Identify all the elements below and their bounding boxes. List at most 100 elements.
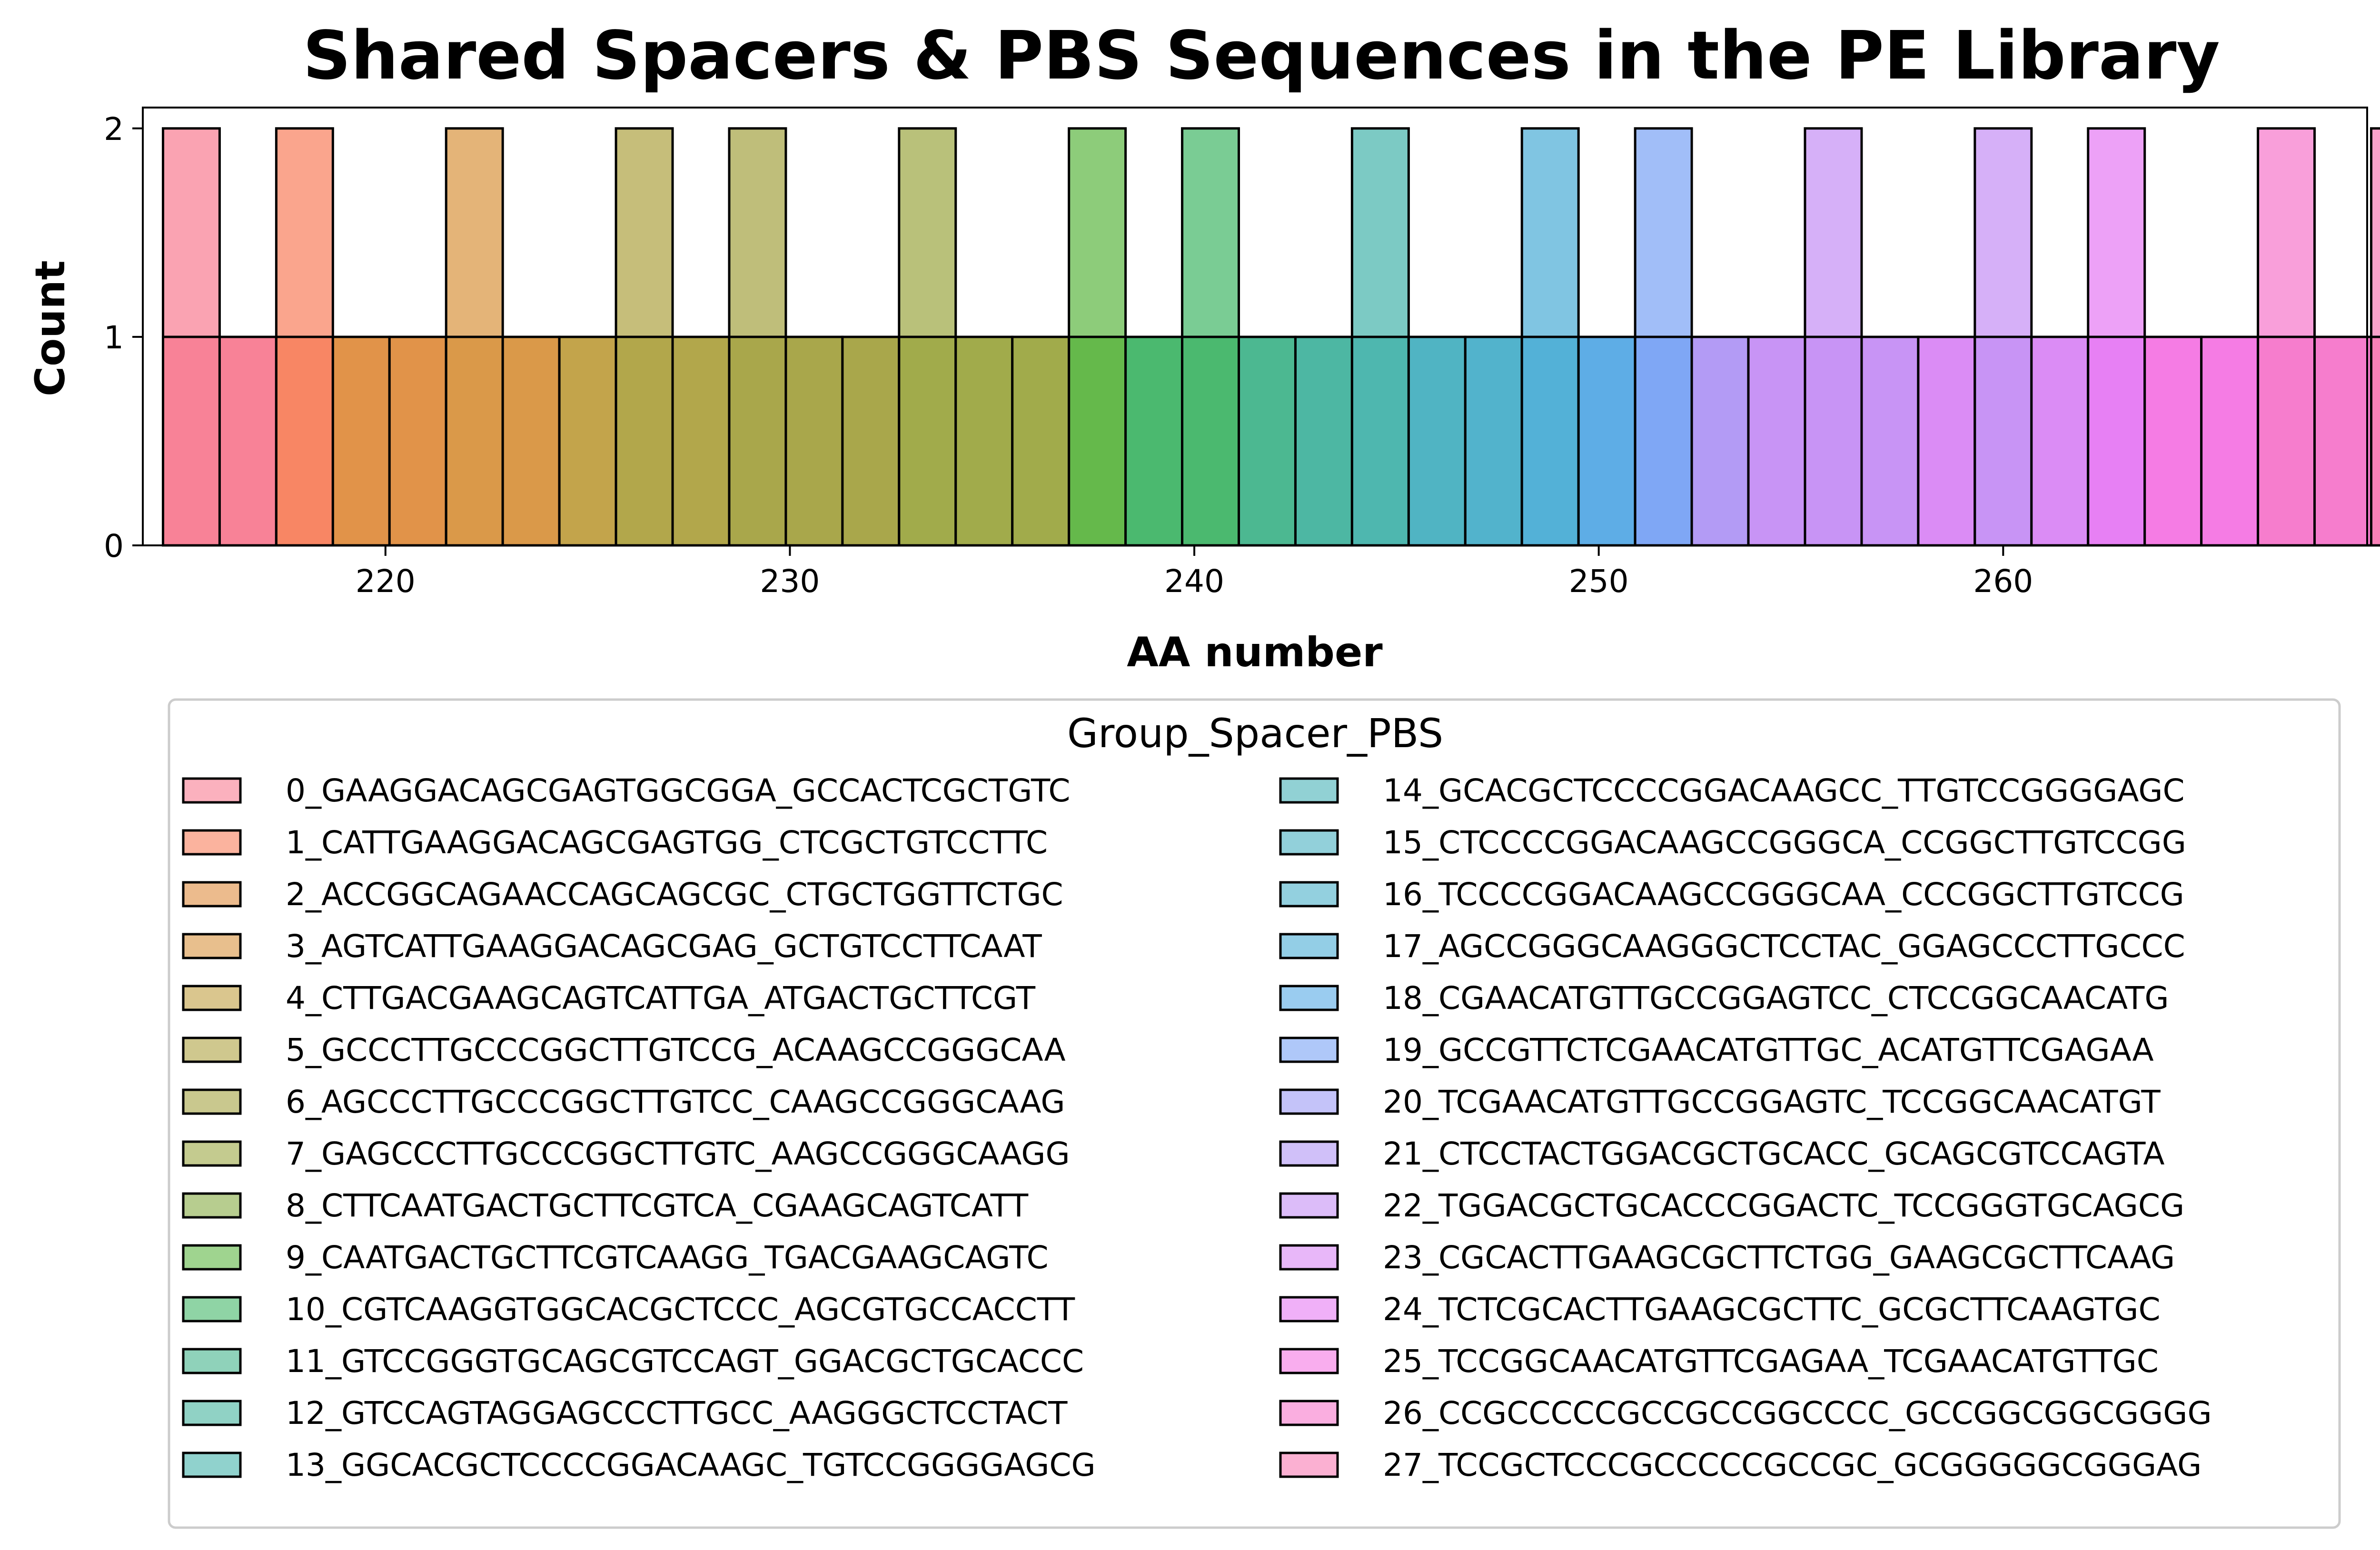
legend-swatch-17 xyxy=(1279,933,1339,959)
legend-label-9: 9_CAATGACTGCTTCGTCAAGG_TGACGAAGCAGTC xyxy=(286,1239,1049,1276)
legend-label-27: 27_TCCGCTCCCGCCCCCGCCGC_GCGGGGGCGGGAG xyxy=(1383,1447,2202,1483)
x-tick-label: 250 xyxy=(1569,563,1629,600)
bar-34 xyxy=(2087,336,2146,547)
legend-swatch-27 xyxy=(1279,1451,1339,1478)
legend-swatch-20 xyxy=(1279,1088,1339,1115)
bar-37 xyxy=(2257,336,2316,547)
legend-swatch-24 xyxy=(1279,1296,1339,1323)
legend-label-23: 23_CGCACTTGAAGCGCTTCTGG_GAAGCGCTTCAAG xyxy=(1383,1239,2175,1276)
legend-swatch-14 xyxy=(1279,777,1339,804)
legend-label-15: 15_CTCCCCGGACAAGCCGGGCA_CCGGCTTGTCCGG xyxy=(1383,824,2186,861)
bar-6 xyxy=(501,336,561,547)
legend-label-6: 6_AGCCCTTGCCCGGCTTGTCC_CAAGCCGGGCAAG xyxy=(286,1084,1065,1120)
x-tick-label: 240 xyxy=(1164,563,1224,600)
bar-23 xyxy=(1464,336,1523,547)
legend-label-20: 20_TCGAACATGTTGCCGGAGTC_TCCGGCAACATGT xyxy=(1383,1084,2161,1120)
bar-5 xyxy=(445,336,504,547)
legend-swatch-10 xyxy=(182,1296,242,1323)
bar-33 xyxy=(2030,336,2090,547)
bar-19 xyxy=(1238,336,1297,547)
bar-16 xyxy=(1068,336,1127,547)
legend-swatch-3 xyxy=(182,933,242,959)
bar-38 xyxy=(2313,336,2372,547)
bar-10 xyxy=(728,336,787,547)
bar-36 xyxy=(2200,336,2260,547)
legend-swatch-1 xyxy=(182,829,242,856)
bar-20 xyxy=(1294,336,1353,547)
legend-label-25: 25_TCCGGCAACATGTTCGAGAA_TCGAACATGTTGC xyxy=(1383,1343,2159,1380)
legend-label-0: 0_GAAGGACAGCGAGTGGCGGA_GCCACTCGCTGTC xyxy=(286,772,1071,809)
legend-title: Group_Spacer_PBS xyxy=(1067,710,1443,757)
legend-swatch-23 xyxy=(1279,1244,1339,1271)
bar-9 xyxy=(671,336,731,547)
legend-swatch-22 xyxy=(1279,1192,1339,1219)
legend-swatch-5 xyxy=(182,1037,242,1063)
legend-label-4: 4_CTTGACGAAGCAGTCATTGA_ATGACTGCTTCGT xyxy=(286,980,1036,1017)
bar-17 xyxy=(1124,336,1184,547)
legend-label-13: 13_GGCACGCTCCCCGGACAAGC_TGTCCGGGGAGCG xyxy=(286,1447,1096,1483)
legend-swatch-21 xyxy=(1279,1140,1339,1167)
bar-29 xyxy=(1804,336,1863,547)
legend-label-19: 19_GCCGTTCTCGAACATGTTGC_ACATGTTCGAGAA xyxy=(1383,1032,2154,1068)
bar-22 xyxy=(1407,336,1467,547)
bar-39 xyxy=(2370,336,2380,547)
legend-label-16: 16_TCCCCGGACAAGCCGGGCAA_CCCGGCTTGTCCG xyxy=(1383,876,2184,913)
legend-swatch-8 xyxy=(182,1192,242,1219)
legend-swatch-19 xyxy=(1279,1037,1339,1063)
bar-28 xyxy=(1747,336,1806,547)
legend-swatch-18 xyxy=(1279,985,1339,1011)
bar-13 xyxy=(898,336,957,547)
bar-31 xyxy=(1917,336,1976,547)
bar-27 xyxy=(1690,336,1750,547)
legend-swatch-12 xyxy=(182,1400,242,1426)
bar-30 xyxy=(1860,336,1920,547)
legend-label-24: 24_TCTCGCACTTGAAGCGCTTC_GCGCTTCAAGTGC xyxy=(1383,1291,2161,1328)
x-tick-label: 230 xyxy=(760,563,820,600)
legend-label-3: 3_AGTCATTGAAGGACAGCGAG_GCTGTCCTTCAAT xyxy=(286,928,1042,965)
legend-swatch-0 xyxy=(182,777,242,804)
bar-8 xyxy=(615,336,674,547)
legend-swatch-15 xyxy=(1279,829,1339,856)
x-tick-label: 220 xyxy=(356,563,416,600)
bar-25 xyxy=(1577,336,1636,547)
legend-label-1: 1_CATTGAAGGACAGCGAGTGG_CTCGCTGTCCTTC xyxy=(286,824,1048,861)
chart-title: Shared Spacers & PBS Sequences in the PE… xyxy=(303,17,2220,95)
legend-label-17: 17_AGCCGGGCAAGGGCTCCTAC_GGAGCCCTTGCCC xyxy=(1383,928,2185,965)
legend-label-8: 8_CTTCAATGACTGCTTCGTCA_CGAAGCAGTCATT xyxy=(286,1187,1029,1224)
plot-frame xyxy=(142,107,2368,546)
legend-swatch-16 xyxy=(1279,881,1339,908)
legend-label-11: 11_GTCCGGGTGCAGCGTCCAGT_GGACGCTGCACCC xyxy=(286,1343,1084,1380)
bar-21 xyxy=(1350,336,1410,547)
bar-15 xyxy=(1011,336,1071,547)
legend-swatch-13 xyxy=(182,1451,242,1478)
bar-32 xyxy=(1973,336,2033,547)
legend-label-18: 18_CGAACATGTTGCCGGAGTCC_CTCCGGCAACATG xyxy=(1383,980,2169,1017)
legend-label-21: 21_CTCCTACTGGACGCTGCACC_GCAGCGTCCAGTA xyxy=(1383,1135,2165,1172)
axis-ticks: 220 230 240 250 260 0 1 2 xyxy=(104,111,2033,600)
bar-0 xyxy=(161,336,221,547)
legend-label-22: 22_TGGACGCTGCACCCGGACTC_TCCGGGTGCAGCG xyxy=(1383,1187,2184,1224)
legend-label-12: 12_GTCCAGTAGGAGCCCTTGCC_AAGGGCTCCTACT xyxy=(286,1395,1068,1432)
legend-swatch-6 xyxy=(182,1088,242,1115)
x-tick-label: 260 xyxy=(1973,563,2033,600)
bar-7 xyxy=(558,336,617,547)
legend-swatch-2 xyxy=(182,881,242,908)
bar-14 xyxy=(954,336,1014,547)
legend-label-10: 10_CGTCAAGGTGGCACGCTCCC_AGCGTGCCACCTT xyxy=(286,1291,1075,1328)
bar-35 xyxy=(2143,336,2203,547)
bar-1 xyxy=(218,336,278,547)
x-axis-label: AA number xyxy=(1127,629,1383,676)
bar-4 xyxy=(388,336,447,547)
bar-2 xyxy=(275,336,334,547)
y-axis-label: Count xyxy=(27,260,74,396)
legend-swatch-7 xyxy=(182,1140,242,1167)
bar-3 xyxy=(331,336,391,547)
legend-label-2: 2_ACCGGCAGAACCAGCAGCGC_CTGCTGGTTCTGC xyxy=(286,876,1063,913)
legend-label-14: 14_GCACGCTCCCCGGACAAGCC_TTGTCCGGGGAGC xyxy=(1383,772,2185,809)
bars-layer xyxy=(161,127,2380,547)
bar-11 xyxy=(784,336,844,547)
y-tick-label: 1 xyxy=(104,319,124,356)
legend-swatch-9 xyxy=(182,1244,242,1271)
legend-swatch-4 xyxy=(182,985,242,1011)
